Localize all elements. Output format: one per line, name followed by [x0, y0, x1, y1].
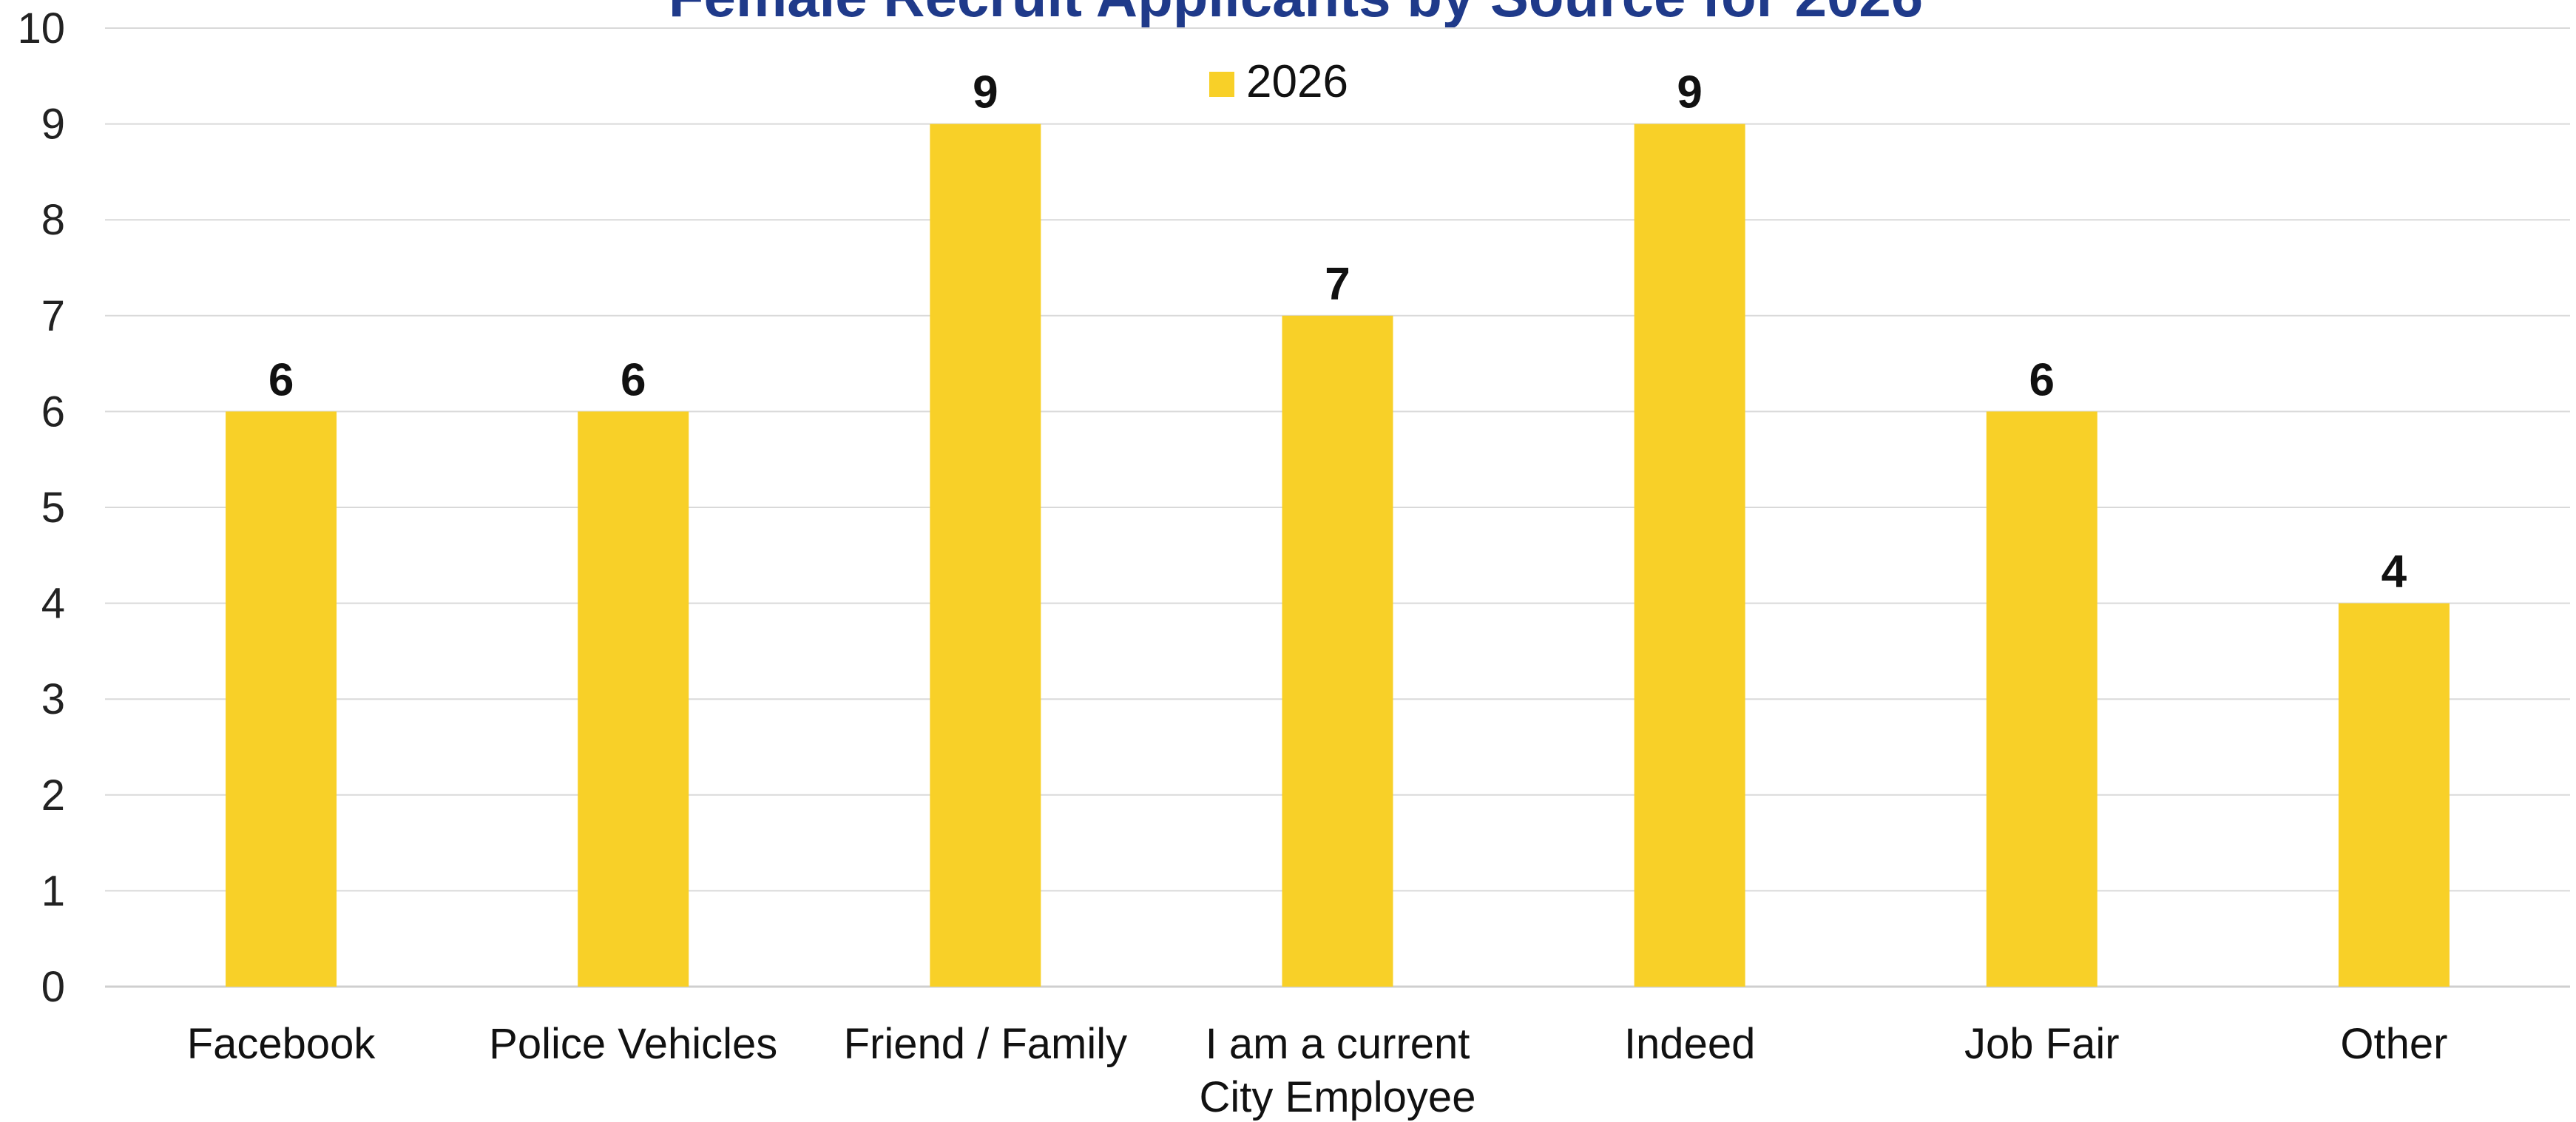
legend-label: 2026	[1246, 56, 1348, 107]
x-tick-label: I am a current	[1206, 1020, 1470, 1068]
y-tick-label: 8	[41, 196, 65, 244]
data-label: 6	[268, 354, 294, 405]
x-axis-tick-labels: Facebook Police Vehicles Friend / Family I …	[187, 1020, 2448, 1121]
bar	[930, 124, 1041, 987]
x-tick-label: Indeed	[1624, 1020, 1755, 1068]
data-label: 4	[2381, 547, 2407, 598]
x-tick-label: City Employee	[1200, 1073, 1476, 1121]
x-tick-label: Police Vehicles	[489, 1020, 777, 1068]
y-tick-label: 2	[41, 771, 65, 819]
x-tick-label: Job Fair	[1964, 1020, 2120, 1068]
data-labels: 6 6 9 7 9 6 4	[268, 67, 2407, 598]
y-tick-label: 10	[17, 4, 65, 53]
x-tick-label: Friend / Family	[844, 1020, 1128, 1068]
data-label: 9	[1677, 67, 1702, 118]
chart-title: Female Recruit Applicants by Source for …	[669, 0, 1923, 29]
data-label: 6	[621, 354, 646, 405]
bar	[1986, 411, 2097, 987]
y-tick-label: 0	[41, 963, 65, 1011]
bar	[226, 411, 337, 987]
y-tick-label: 1	[41, 867, 65, 915]
y-tick-label: 3	[41, 675, 65, 723]
data-label: 7	[1325, 259, 1350, 310]
bar	[1634, 124, 1745, 987]
legend: 2026	[1209, 56, 1348, 107]
y-tick-label: 4	[41, 580, 65, 628]
y-tick-label: 5	[41, 484, 65, 532]
x-tick-label: Other	[2340, 1020, 2447, 1068]
y-tick-label: 7	[41, 292, 65, 340]
data-label: 9	[973, 67, 998, 118]
data-label: 6	[2029, 354, 2055, 405]
bar	[578, 411, 689, 987]
bar	[2338, 603, 2450, 987]
y-tick-label: 9	[41, 101, 65, 149]
bars	[226, 124, 2450, 987]
legend-swatch	[1209, 72, 1234, 97]
y-axis-tick-labels: 0 1 2 3 4 5 6 7 8 9 10	[17, 4, 65, 1011]
y-tick-label: 6	[41, 388, 65, 436]
bar	[1282, 315, 1393, 987]
x-tick-label: Facebook	[187, 1020, 376, 1068]
